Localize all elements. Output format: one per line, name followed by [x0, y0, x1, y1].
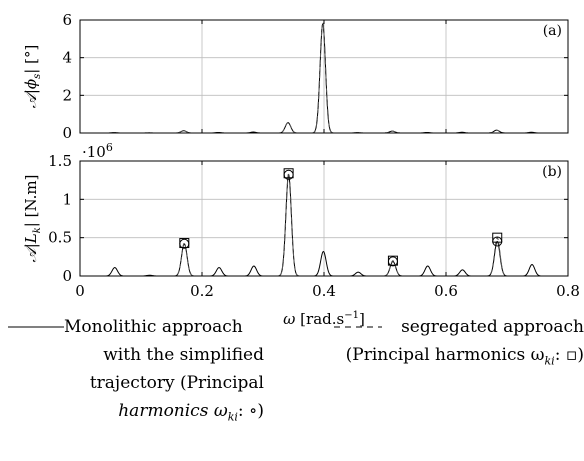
ylabel-b: 𝒜|Lk| [N.m] — [22, 175, 43, 263]
ytick-label-b-1: 0.5 — [48, 229, 72, 247]
legend-seg-line-1: segregated approach — [401, 317, 584, 337]
y-multiplier-b: ·106 — [82, 141, 113, 161]
ytick-label-a-0: 0 — [62, 124, 72, 142]
panel-label-a: (a) — [543, 23, 562, 39]
xtick-label-b-4: 0.8 — [556, 282, 580, 300]
legend-mono-line-4: harmonics ωki: ∘) — [118, 401, 264, 424]
ytick-label-a-1: 2 — [62, 86, 72, 104]
xtick-label-b-0: 0 — [75, 282, 85, 300]
ytick-label-a-3: 6 — [62, 11, 72, 29]
legend-mono-line-1: Monolithic approach — [64, 317, 243, 337]
legend-dashed-swatch — [334, 326, 382, 328]
ytick-label-a-2: 4 — [62, 49, 72, 67]
ytick-label-b-2: 1 — [62, 190, 72, 208]
series-a-dashed — [80, 22, 568, 134]
xtick-label-b-1: 0.2 — [190, 282, 214, 300]
marker-square-b-0 — [179, 238, 190, 249]
legend-mono-line-3: trajectory (Principal — [89, 373, 264, 393]
xlabel-b: ω [rad.s−1] — [283, 310, 365, 328]
legend-seg-line-2: (Principal harmonics ωki: ▫) — [345, 345, 584, 368]
legend-mono-line-2: with the simplified — [103, 345, 264, 365]
marker-square-b-3 — [492, 232, 503, 243]
xtick-label-b-3: 0.6 — [434, 282, 458, 300]
marker-square-b-2 — [387, 255, 398, 266]
xtick-label-b-2: 0.4 — [312, 282, 336, 300]
marker-square-b-1 — [283, 168, 294, 179]
ytick-label-b-3: 1.5 — [48, 152, 72, 170]
legend-solid-swatch — [8, 326, 64, 328]
ylabel-a: 𝒜|ϕs| [°] — [22, 45, 43, 109]
panel-label-b: (b) — [542, 164, 562, 180]
ytick-label-b-0: 0 — [62, 267, 72, 285]
